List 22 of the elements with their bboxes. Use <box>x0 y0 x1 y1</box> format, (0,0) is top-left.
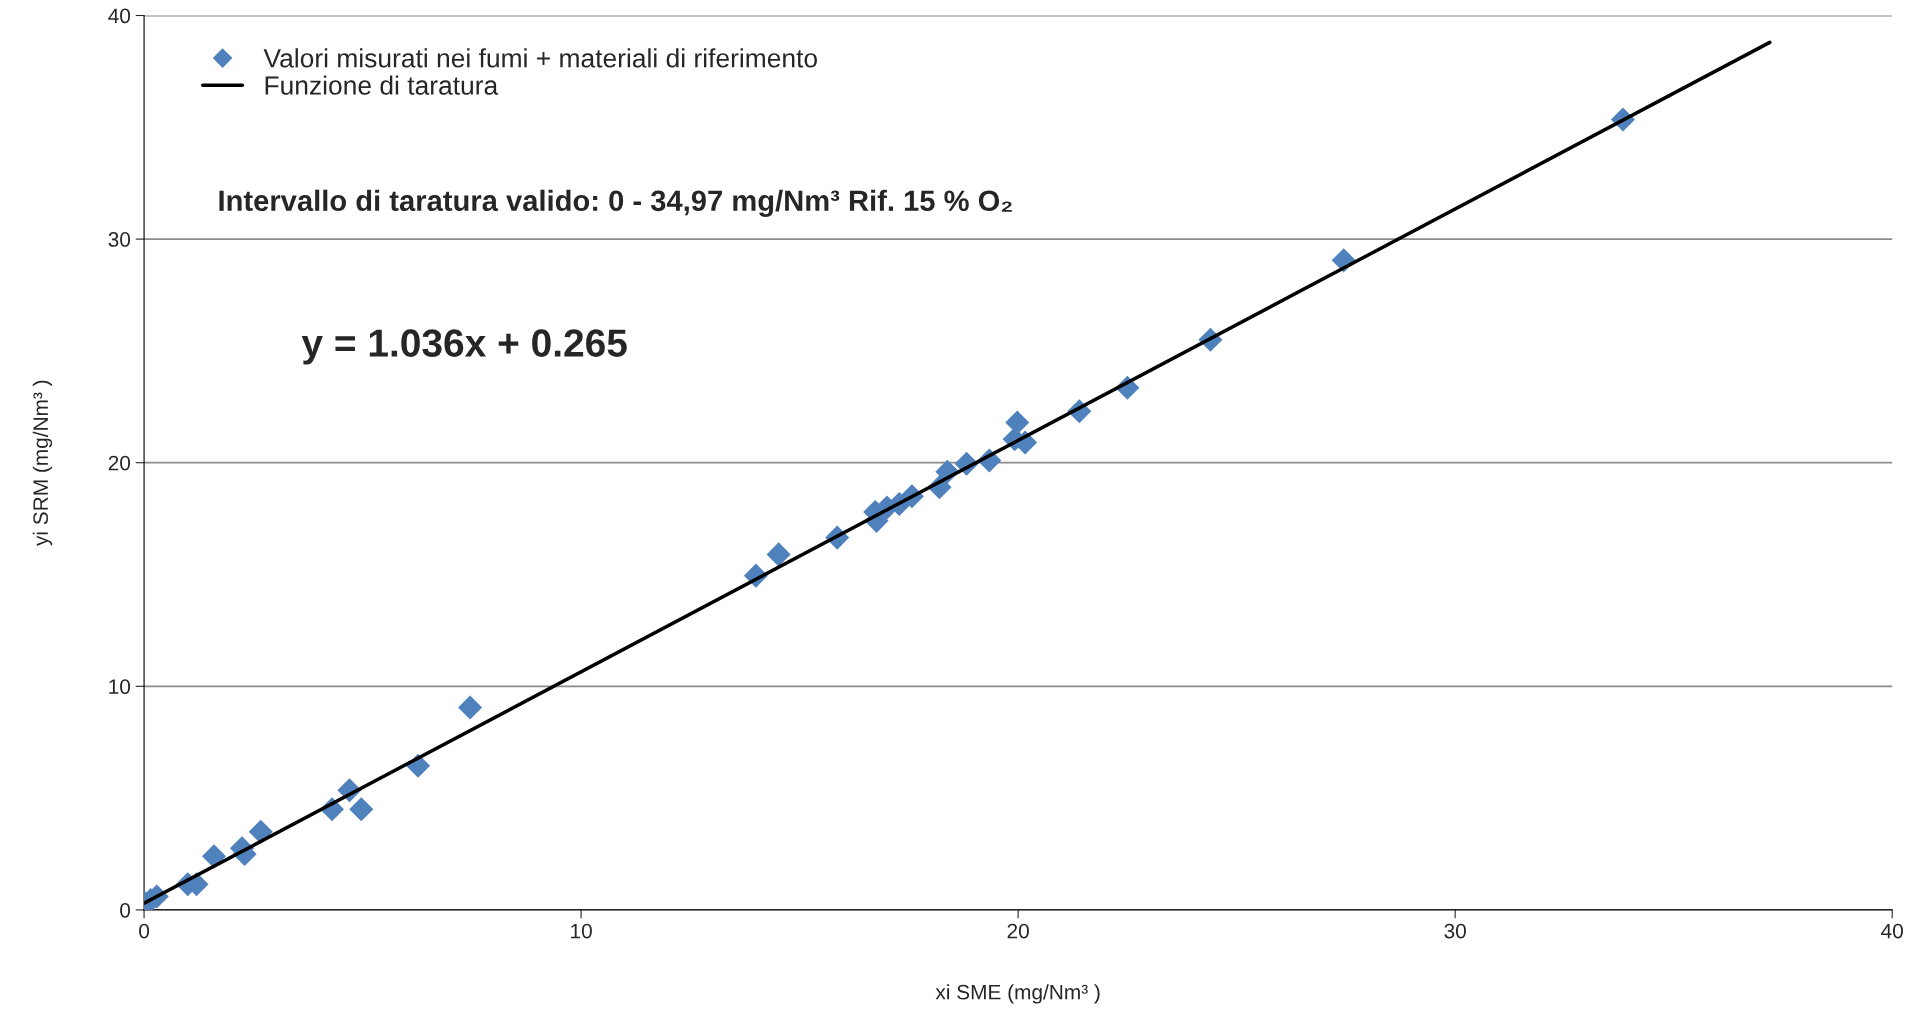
x-tick-label: 20 <box>1007 923 1029 939</box>
point <box>1005 410 1030 435</box>
x-tick-label: 40 <box>1881 923 1903 939</box>
x-tick-label: 30 <box>1444 923 1466 939</box>
x-axis-title: xi SME (mg/Nm³ ) <box>935 984 1100 1004</box>
legend-label: Valori misurati nei fumi + materiali di riferimento <box>263 48 817 68</box>
point <box>766 542 791 567</box>
y-axis-title: yi SRM (mg/Nm³ ) <box>32 380 53 546</box>
y-tick-label: 30 <box>108 232 131 247</box>
point <box>248 819 273 844</box>
y-tick-label: 20 <box>108 455 131 471</box>
legend-label: Funzione di taratura <box>265 75 499 95</box>
y-tick-label: 40 <box>108 8 131 24</box>
annotation: y = 1.036x + 0.265 <box>301 329 627 365</box>
y-tick-label: 10 <box>109 679 131 695</box>
annotation: Intervallo di taratura valido: 0 - 34,97 mg/Nm³ Rif. 15 % O₂ <box>219 189 1012 217</box>
point <box>201 844 227 869</box>
y-tick-label: 0 <box>120 902 131 918</box>
x-tick-label: 0 <box>139 923 150 939</box>
point <box>458 695 483 720</box>
point <box>349 797 374 822</box>
x-tick-label: 10 <box>571 923 592 939</box>
